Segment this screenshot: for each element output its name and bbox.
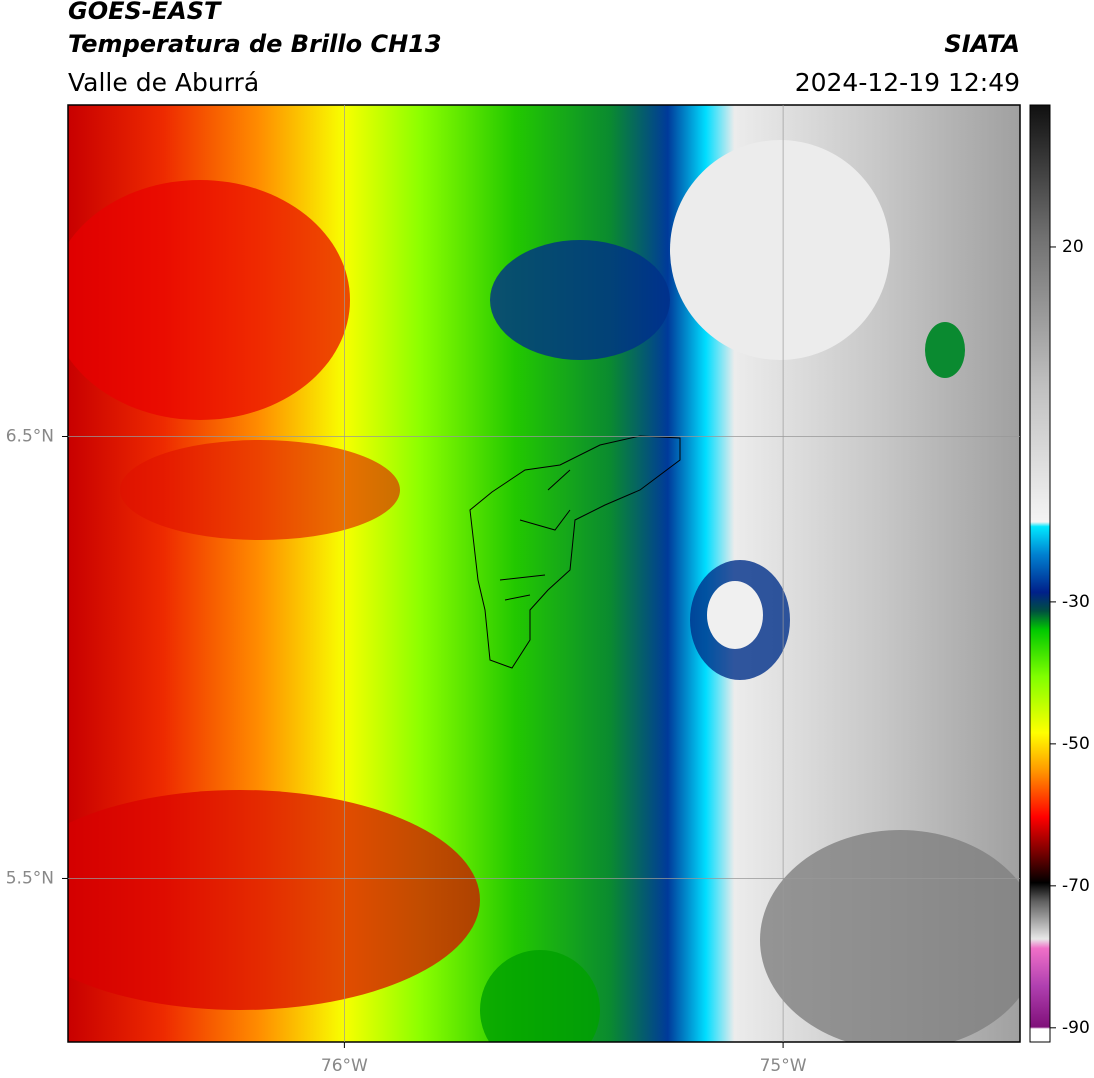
x-tick-label: 76°W xyxy=(321,1056,368,1076)
municipal-boundaries xyxy=(469,435,681,669)
satellite-image xyxy=(68,105,1020,1042)
region: Valle de Aburrá xyxy=(68,68,259,97)
datetime: 2024-12-19 12:49 xyxy=(795,68,1020,97)
source: SIATA xyxy=(944,30,1020,58)
subtitle: Temperatura de Brillo CH13 xyxy=(68,30,442,58)
y-tick-label: 5.5°N xyxy=(6,868,54,888)
warm-area xyxy=(68,180,350,420)
colorbar-tick-label: -90 xyxy=(1062,1018,1090,1038)
colorbar-tick-label: 20 xyxy=(1062,237,1084,257)
cloud-area xyxy=(760,830,1020,1042)
y-tick-label: 6.5°N xyxy=(6,426,54,446)
map-frame xyxy=(67,104,1021,1043)
cool-area xyxy=(925,322,965,378)
cold-area xyxy=(490,240,670,360)
cloud-area xyxy=(707,581,763,649)
colorbar xyxy=(1029,104,1051,1043)
cool-area xyxy=(480,950,600,1042)
colorbar-tick-label: -70 xyxy=(1062,876,1090,896)
x-tick-label: 75°W xyxy=(760,1056,807,1076)
warm-area xyxy=(68,790,480,1010)
colorbar-tick-label: -50 xyxy=(1062,734,1090,754)
cloud-area xyxy=(670,140,890,360)
warm-area xyxy=(120,440,400,540)
colorbar-tick-label: -30 xyxy=(1062,592,1090,612)
title: GOES-EAST xyxy=(68,0,222,25)
